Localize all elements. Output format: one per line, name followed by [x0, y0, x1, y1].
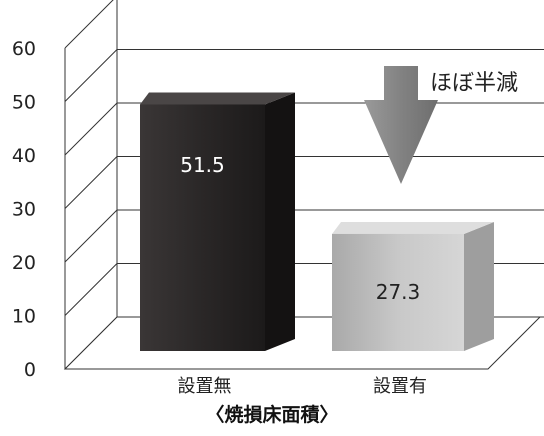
grid-diagonal	[64, 102, 118, 156]
bar-top	[332, 221, 494, 234]
y-tick-label: 60	[12, 38, 36, 60]
bar-value-label: 51.5	[180, 153, 225, 177]
y-tick-label: 10	[12, 306, 36, 328]
y-tick-label: 20	[12, 252, 36, 274]
x-tick-label: 設置無	[178, 376, 232, 397]
y-tick-label: 40	[12, 145, 36, 167]
bar-side	[464, 221, 494, 351]
x-axis: 〈焼損床面積〉 設置無 設置有	[178, 376, 428, 426]
bar-front	[140, 104, 265, 351]
bar: 51.5	[140, 92, 295, 351]
bar: 27.3	[332, 221, 494, 351]
bar-front	[332, 233, 464, 351]
bar-value-label: 27.3	[376, 280, 421, 304]
grid-diagonal	[64, 0, 114, 49]
bar-top	[140, 92, 295, 105]
grid-diagonal	[64, 156, 118, 209]
decrease-arrow: ほぼ半減	[364, 66, 518, 184]
grid-diagonal	[64, 263, 118, 316]
y-tick-label: 30	[12, 199, 36, 221]
grid-diagonal	[64, 209, 118, 263]
y-axis: 0 10 20 30 40 50 60	[12, 38, 66, 381]
annotation-label: ほぼ半減	[430, 71, 518, 96]
y-tick-label: 50	[12, 92, 36, 114]
x-tick-label: 設置有	[373, 376, 427, 397]
down-arrow-icon	[364, 66, 438, 184]
bars: 51.5 27.3	[140, 92, 494, 351]
x-axis-title: 〈焼損床面積〉	[205, 403, 338, 426]
bar-side	[265, 92, 295, 351]
y-tick-label: 0	[24, 359, 36, 381]
grid-diagonal	[64, 49, 118, 102]
